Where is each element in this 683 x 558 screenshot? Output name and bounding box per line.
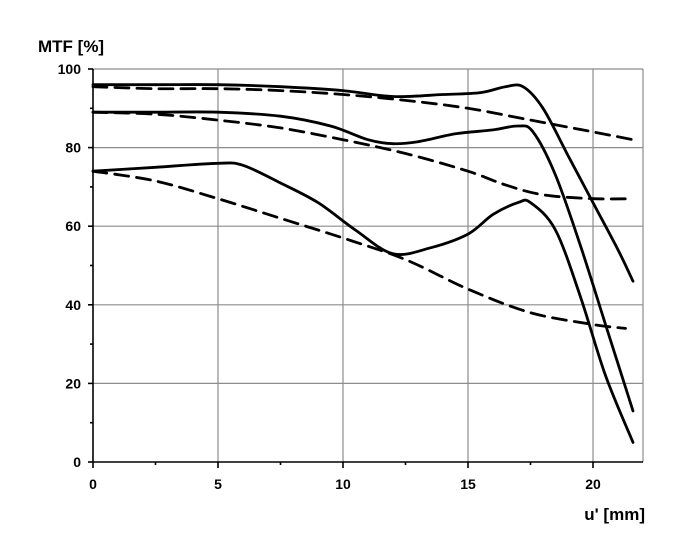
x-tick-label: 0 [89, 476, 97, 492]
y-tick-label: 40 [65, 297, 81, 313]
axes [88, 68, 643, 468]
series-line-4-dashed [91, 110, 635, 201]
x-tick-label: 10 [335, 476, 351, 492]
series-line-2-dashed [91, 85, 635, 142]
y-tick-label: 0 [73, 454, 81, 470]
x-tick-label: 5 [214, 476, 222, 492]
y-tick-label: 60 [65, 218, 81, 234]
y-tick-label: 80 [65, 140, 81, 156]
x-tick-label: 20 [585, 476, 601, 492]
x-axis-label: u' [mm] [584, 505, 645, 524]
x-tick-label: 15 [460, 476, 476, 492]
y-tick-label: 100 [58, 61, 82, 77]
y-tick-label: 20 [65, 375, 81, 391]
series-lines [91, 83, 635, 444]
series-line-3-solid [91, 110, 635, 413]
series-line-1-solid [91, 83, 635, 283]
series-line-5-solid [91, 161, 635, 444]
gridlines [93, 68, 644, 462]
series-line-6-dashed [91, 169, 627, 330]
y-axis-label: MTF [%] [38, 37, 104, 56]
tick-labels: 0 5 10 15 20 0 20 40 60 80 100 [58, 61, 601, 492]
